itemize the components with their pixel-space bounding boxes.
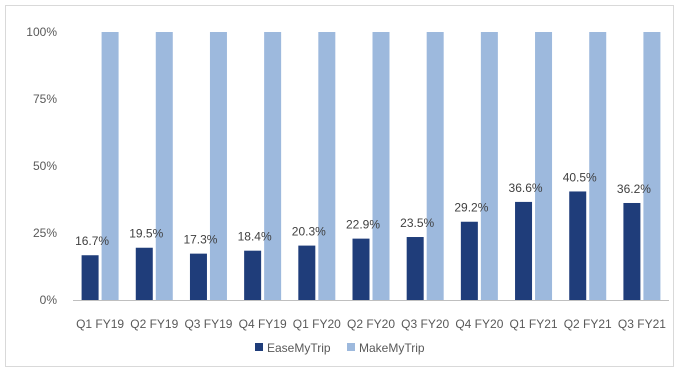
bar-easemytrip: [189, 253, 207, 300]
chart-border: [5, 5, 674, 367]
bar-easemytrip: [515, 201, 533, 300]
data-label: 19.5%: [129, 227, 163, 241]
bar-easemytrip: [298, 245, 316, 300]
x-tick-label: Q2 FY21: [564, 317, 612, 331]
bar-makemytrip: [372, 32, 390, 300]
x-tick-label: Q4 FY20: [455, 317, 503, 331]
bar-makemytrip: [480, 32, 498, 300]
bar-makemytrip: [264, 32, 282, 300]
bar-easemytrip: [623, 202, 641, 300]
bar-makemytrip: [589, 32, 607, 300]
y-tick-label: 100%: [26, 25, 57, 39]
data-label: 17.3%: [183, 233, 217, 247]
y-tick-label: 25%: [33, 226, 57, 240]
y-tick-label: 50%: [33, 159, 57, 173]
bar-easemytrip: [460, 221, 478, 300]
y-tick-label: 0%: [40, 293, 58, 307]
x-tick-label: Q3 FY20: [401, 317, 449, 331]
data-label: 23.5%: [400, 216, 434, 230]
legend-swatch: [255, 343, 263, 351]
data-label: 18.4%: [238, 230, 272, 244]
legend-label: EaseMyTrip: [267, 341, 331, 355]
legend-label: MakeMyTrip: [359, 341, 425, 355]
data-label: 40.5%: [563, 170, 597, 184]
data-label: 36.2%: [617, 182, 651, 196]
bar-easemytrip: [135, 247, 153, 300]
bar-easemytrip: [406, 237, 424, 300]
bar-makemytrip: [155, 32, 173, 300]
bar-easemytrip: [244, 250, 262, 300]
bar-easemytrip: [352, 238, 370, 300]
data-label: 22.9%: [346, 218, 380, 232]
bar-makemytrip: [101, 32, 119, 300]
y-tick-label: 75%: [33, 92, 57, 106]
data-label: 29.2%: [454, 201, 488, 215]
bar-makemytrip: [426, 32, 444, 300]
bar-makemytrip: [318, 32, 336, 300]
data-label: 20.3%: [292, 225, 326, 239]
data-label: 16.7%: [75, 234, 109, 248]
x-tick-label: Q2 FY20: [347, 317, 395, 331]
bar-easemytrip: [569, 191, 587, 300]
x-tick-label: Q3 FY19: [184, 317, 232, 331]
x-tick-label: Q3 FY21: [618, 317, 666, 331]
x-tick-label: Q2 FY19: [130, 317, 178, 331]
bar-makemytrip: [209, 32, 227, 300]
data-label: 36.6%: [509, 181, 543, 195]
x-tick-label: Q1 FY21: [510, 317, 558, 331]
bar-easemytrip: [81, 255, 99, 300]
legend-swatch: [347, 343, 355, 351]
x-tick-label: Q1 FY20: [293, 317, 341, 331]
x-tick-label: Q4 FY19: [239, 317, 287, 331]
bar-makemytrip: [643, 32, 661, 300]
x-tick-label: Q1 FY19: [76, 317, 124, 331]
bar-makemytrip: [535, 32, 553, 300]
